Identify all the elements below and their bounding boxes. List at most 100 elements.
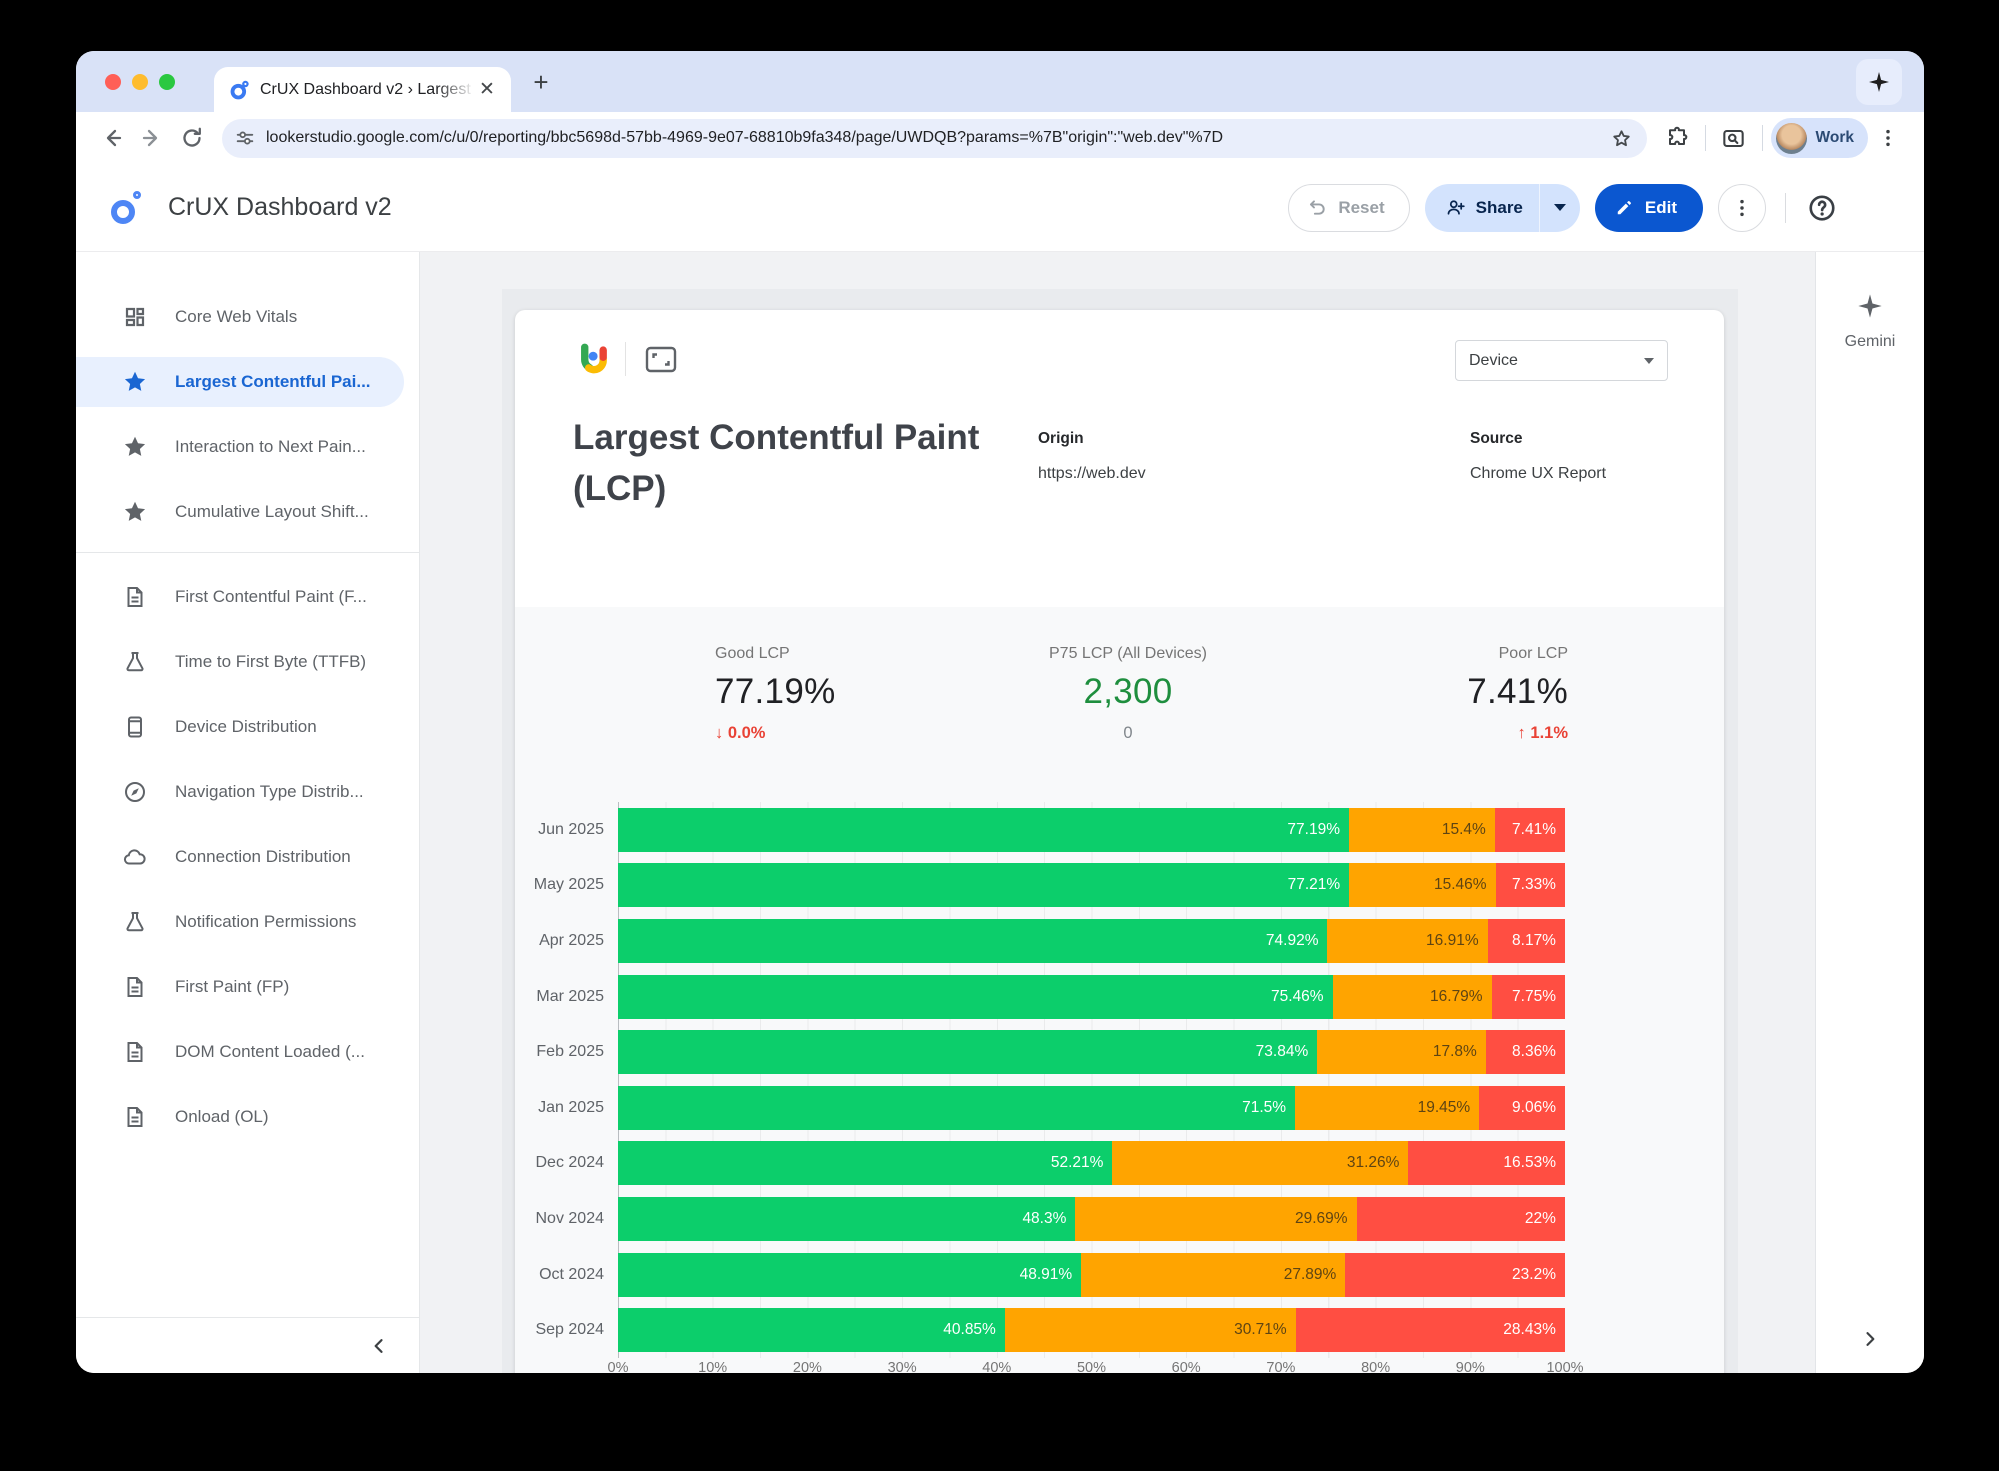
chart-category-label: Sep 2024 <box>535 1321 604 1339</box>
forward-icon[interactable] <box>132 118 172 158</box>
sidebar-item-dom-content-loaded[interactable]: DOM Content Loaded (... <box>76 1027 419 1077</box>
tab-strip-sparkle-icon[interactable] <box>1856 59 1902 105</box>
bar-segment-poor[interactable]: 22% <box>1356 1196 1565 1241</box>
sidebar-item-label: Navigation Type Distrib... <box>175 782 364 801</box>
reload-icon[interactable] <box>172 118 212 158</box>
bar-segment-good[interactable]: 48.3% <box>618 1196 1076 1241</box>
help-icon[interactable] <box>1805 191 1839 225</box>
bar-segment-needs-improvement[interactable]: 15.46% <box>1349 863 1496 908</box>
bar-segment-poor[interactable]: 7.75% <box>1491 974 1565 1019</box>
bar-segment-needs-improvement[interactable]: 29.69% <box>1075 1196 1357 1241</box>
bar-segment-good[interactable]: 71.5% <box>618 1085 1296 1130</box>
sidebar-item-connection-distribution[interactable]: Connection Distribution <box>76 832 419 882</box>
chart-row-jun-2025: Jun 2025 77.19% 15.4% 7.41% <box>538 802 1565 858</box>
bar-segment-needs-improvement[interactable]: 31.26% <box>1112 1141 1409 1186</box>
x-axis-tick: 60% <box>1171 1360 1201 1373</box>
sidebar-item-cumulative-layout-shift[interactable]: Cumulative Layout Shift... <box>76 487 419 537</box>
report-name[interactable]: CrUX Dashboard v2 <box>168 193 392 221</box>
site-settings-icon[interactable] <box>234 127 256 149</box>
bar-value-label: 75.46% <box>1271 987 1324 1005</box>
bar-value-label: 40.85% <box>943 1321 996 1339</box>
bar-segment-poor[interactable]: 7.41% <box>1494 807 1565 852</box>
side-panel-search-icon[interactable] <box>1714 118 1754 158</box>
sidebar-item-time-to-first-byte-ttfb[interactable]: Time to First Byte (TTFB) <box>76 637 419 687</box>
bar-segment-needs-improvement[interactable]: 27.89% <box>1081 1252 1346 1297</box>
more-options-kebab-icon[interactable] <box>1718 183 1766 232</box>
bar-segment-needs-improvement[interactable]: 30.71% <box>1004 1308 1296 1353</box>
doc-icon <box>122 974 148 1000</box>
device-filter-dropdown[interactable]: Device <box>1455 340 1668 381</box>
sidebar-item-label: Time to First Byte (TTFB) <box>175 652 367 671</box>
minimize-window-button[interactable] <box>132 74 148 90</box>
bar-value-label: 73.84% <box>1255 1043 1309 1061</box>
sidebar-item-navigation-type-distrib[interactable]: Navigation Type Distrib... <box>76 767 419 817</box>
sidebar-item-first-contentful-paint-f[interactable]: First Contentful Paint (F... <box>76 572 419 622</box>
star-icon <box>122 499 148 525</box>
sidebar-item-interaction-to-next-pain[interactable]: Interaction to Next Pain... <box>76 422 419 472</box>
bar-segment-poor[interactable]: 23.2% <box>1345 1252 1565 1297</box>
sidebar-item-first-paint-fp[interactable]: First Paint (FP) <box>76 962 419 1012</box>
sidebar-item-core-web-vitals[interactable]: Core Web Vitals <box>76 292 419 342</box>
bar-segment-good[interactable]: 77.21% <box>618 863 1350 908</box>
profile-chip[interactable]: Work <box>1770 118 1868 158</box>
bar-segment-needs-improvement[interactable]: 15.4% <box>1348 807 1495 852</box>
bar-segment-good[interactable]: 74.92% <box>618 918 1328 963</box>
x-axis-tick: 0% <box>607 1360 629 1373</box>
chart-row-nov-2024: Nov 2024 48.3% 29.69% 22% <box>536 1191 1565 1247</box>
bar-segment-needs-improvement[interactable]: 16.91% <box>1327 918 1488 963</box>
bar-segment-needs-improvement[interactable]: 16.79% <box>1332 974 1492 1019</box>
tab-title: CrUX Dashboard v2 › Largest <box>260 80 471 98</box>
bar-segment-poor[interactable]: 7.33% <box>1495 863 1565 908</box>
browser-tab[interactable]: CrUX Dashboard v2 › Largest ✕ <box>214 67 511 112</box>
collapse-sidebar-icon[interactable] <box>369 1336 389 1356</box>
sidebar-collapse-bar <box>76 1317 419 1373</box>
bar-segment-poor[interactable]: 8.17% <box>1487 918 1565 963</box>
new-tab-button[interactable]: + <box>533 66 549 97</box>
window-controls <box>105 74 175 90</box>
share-dropdown-caret[interactable] <box>1540 184 1580 232</box>
bar-segment-good[interactable]: 77.19% <box>618 807 1349 852</box>
url-bar[interactable]: lookerstudio.google.com/c/u/0/reporting/… <box>222 118 1647 158</box>
bar-segment-good[interactable]: 75.46% <box>618 974 1333 1019</box>
bar-segment-good[interactable]: 48.91% <box>618 1252 1082 1297</box>
bar-segment-needs-improvement[interactable]: 19.45% <box>1295 1085 1480 1130</box>
sidebar-item-notification-permissions[interactable]: Notification Permissions <box>76 897 419 947</box>
tab-close-icon[interactable]: ✕ <box>479 79 495 100</box>
metrics-panel: Good LCP 77.19% ↓ 0.0% P75 LCP (All Devi… <box>515 607 1724 1373</box>
report-card: Device Largest Contentful Paint (LCP) Or… <box>515 310 1724 1373</box>
bar-value-label: 22% <box>1524 1209 1556 1227</box>
origin-block: Origin https://web.dev <box>1038 430 1146 482</box>
sidebar-item-largest-contentful-pai[interactable]: Largest Contentful Pai... <box>76 357 404 407</box>
bar-segment-poor[interactable]: 8.36% <box>1485 1030 1565 1075</box>
edit-button[interactable]: Edit <box>1594 183 1703 232</box>
bar-segment-good[interactable]: 52.21% <box>618 1141 1113 1186</box>
expand-panel-chevron-right-icon[interactable] <box>1860 1329 1880 1349</box>
bookmark-star-icon[interactable] <box>1610 127 1633 150</box>
chart-y-axis-line <box>618 802 619 1358</box>
reset-button[interactable]: Reset <box>1288 183 1410 232</box>
bar-segment-needs-improvement[interactable]: 17.8% <box>1317 1030 1486 1075</box>
share-button[interactable]: Share <box>1424 183 1580 232</box>
bar-value-label: 48.91% <box>1019 1265 1073 1283</box>
gemini-sparkle-icon[interactable] <box>1856 292 1884 320</box>
star-icon <box>122 369 148 395</box>
bar-value-label: 28.43% <box>1503 1321 1556 1339</box>
bar-segment-good[interactable]: 73.84% <box>618 1030 1318 1075</box>
bar-segment-good[interactable]: 40.85% <box>618 1308 1005 1353</box>
sidebar-item-onload-ol[interactable]: Onload (OL) <box>76 1092 419 1142</box>
account-avatar[interactable] <box>1854 186 1898 230</box>
bar-segment-poor[interactable]: 16.53% <box>1408 1141 1565 1186</box>
close-window-button[interactable] <box>105 74 121 90</box>
maximize-window-button[interactable] <box>159 74 175 90</box>
bar-segment-poor[interactable]: 9.06% <box>1479 1085 1565 1130</box>
back-icon[interactable] <box>92 118 132 158</box>
bar-value-label: 15.46% <box>1433 876 1487 894</box>
sidebar-item-device-distribution[interactable]: Device Distribution <box>76 702 419 752</box>
browser-menu-kebab-icon[interactable] <box>1868 118 1908 158</box>
extensions-icon[interactable] <box>1657 118 1697 158</box>
gemini-label: Gemini <box>1844 333 1896 350</box>
report-canvas: Device Largest Contentful Paint (LCP) Or… <box>420 252 1815 1373</box>
report-page-sidebar: Core Web Vitals Largest Contentful Pai...… <box>76 252 420 1373</box>
bar-segment-poor[interactable]: 28.43% <box>1295 1308 1565 1353</box>
embed-frame-icon[interactable] <box>645 346 677 373</box>
